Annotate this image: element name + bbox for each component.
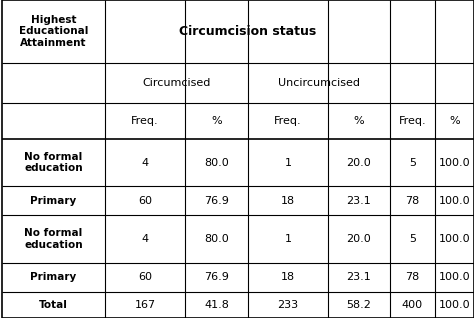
Text: 18: 18 [281, 196, 295, 205]
Text: Highest
Educational
Attainment: Highest Educational Attainment [19, 15, 88, 48]
Text: 100.0: 100.0 [439, 196, 470, 205]
Text: 5: 5 [409, 234, 416, 244]
Text: 4: 4 [141, 157, 148, 168]
Text: 80.0: 80.0 [204, 157, 229, 168]
Text: Freq.: Freq. [131, 116, 159, 126]
Text: %: % [211, 116, 222, 126]
Text: 58.2: 58.2 [346, 300, 372, 310]
Text: Primary: Primary [30, 273, 77, 282]
Text: Circumcised: Circumcised [142, 78, 210, 88]
Text: No formal
education: No formal education [24, 152, 83, 173]
Text: %: % [354, 116, 365, 126]
Text: 5: 5 [409, 157, 416, 168]
Text: 18: 18 [281, 273, 295, 282]
Text: 78: 78 [405, 196, 419, 205]
Text: 60: 60 [138, 196, 152, 205]
Text: 100.0: 100.0 [439, 234, 470, 244]
Text: 100.0: 100.0 [439, 300, 470, 310]
Text: 80.0: 80.0 [204, 234, 229, 244]
Text: 1: 1 [284, 157, 292, 168]
Text: 400: 400 [402, 300, 423, 310]
Text: 167: 167 [135, 300, 155, 310]
Text: Freq.: Freq. [399, 116, 426, 126]
Text: 76.9: 76.9 [204, 273, 229, 282]
Text: Freq.: Freq. [274, 116, 302, 126]
Text: 233: 233 [277, 300, 299, 310]
Text: 23.1: 23.1 [346, 196, 371, 205]
Text: 1: 1 [284, 234, 292, 244]
Text: 76.9: 76.9 [204, 196, 229, 205]
Text: 20.0: 20.0 [346, 234, 371, 244]
Text: 20.0: 20.0 [346, 157, 371, 168]
Text: Primary: Primary [30, 196, 77, 205]
Text: %: % [449, 116, 460, 126]
Text: 100.0: 100.0 [439, 273, 470, 282]
Text: 23.1: 23.1 [346, 273, 371, 282]
Text: No formal
education: No formal education [24, 228, 83, 250]
Text: 100.0: 100.0 [439, 157, 470, 168]
Text: Circumcision status: Circumcision status [179, 25, 316, 38]
Text: 78: 78 [405, 273, 419, 282]
Text: Total: Total [39, 300, 68, 310]
Text: 4: 4 [141, 234, 148, 244]
Text: 60: 60 [138, 273, 152, 282]
Text: Uncircumcised: Uncircumcised [278, 78, 360, 88]
Text: 41.8: 41.8 [204, 300, 229, 310]
